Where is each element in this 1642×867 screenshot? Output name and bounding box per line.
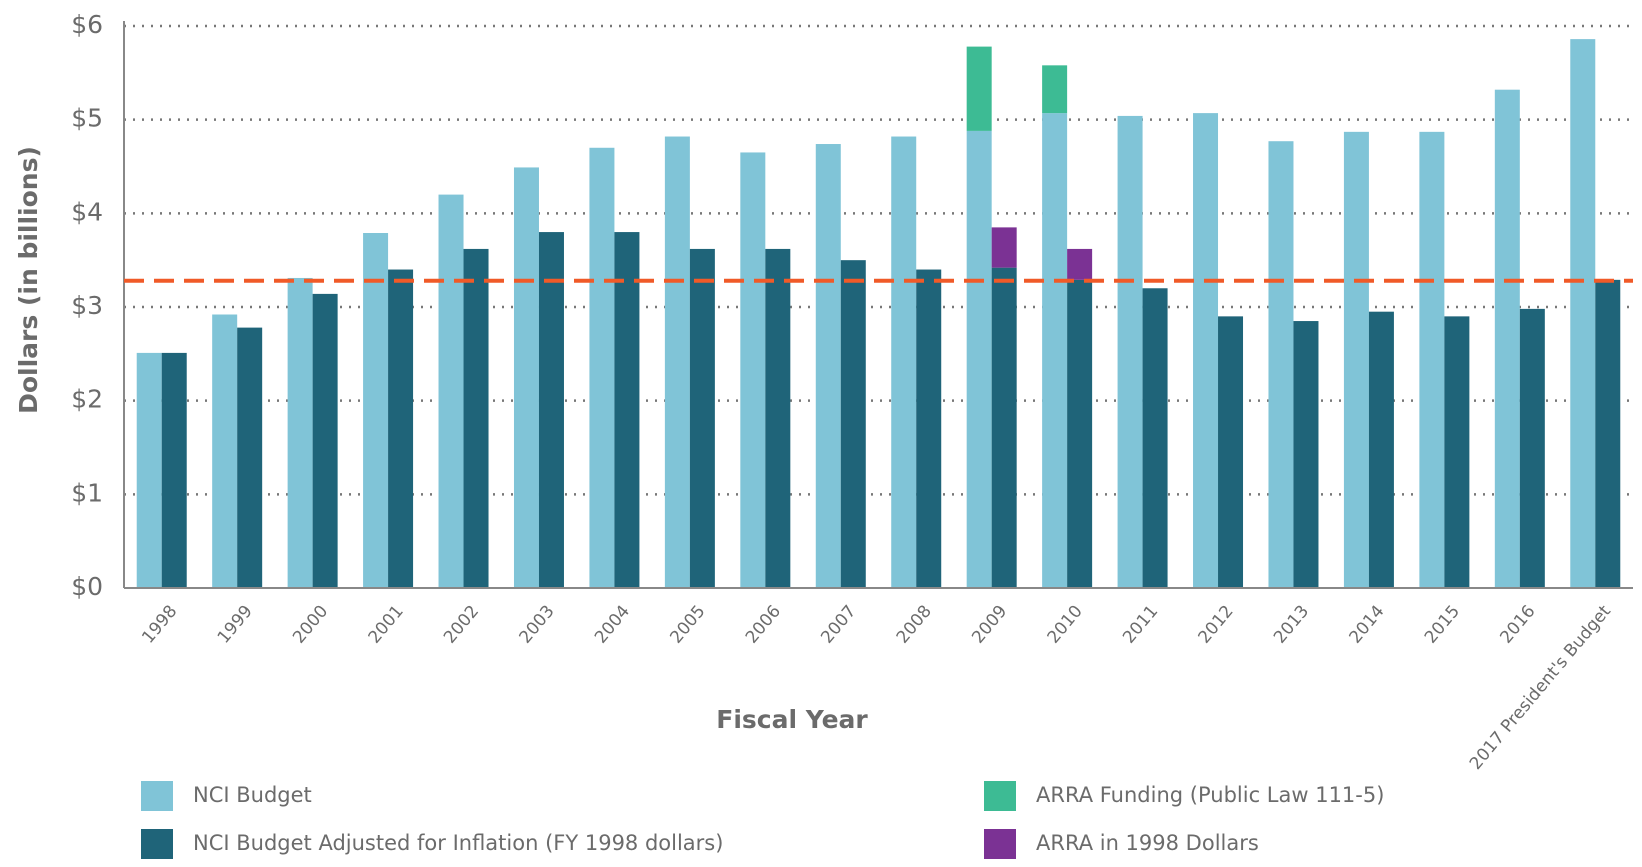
x-tick-label: 2014 bbox=[1345, 602, 1388, 648]
x-axis-title: Fiscal Year bbox=[716, 705, 868, 734]
x-tick-label: 1998 bbox=[138, 602, 181, 648]
legend-label: ARRA Funding (Public Law 111-5) bbox=[1036, 783, 1384, 807]
bar bbox=[664, 136, 690, 588]
x-tick-label: 2008 bbox=[893, 602, 936, 648]
y-tick-label: $2 bbox=[71, 385, 103, 414]
bar bbox=[689, 248, 715, 588]
legend-label: ARRA in 1998 Dollars bbox=[1036, 831, 1259, 855]
bar bbox=[840, 260, 866, 588]
x-tick-label: 2010 bbox=[1044, 602, 1087, 648]
bar bbox=[388, 269, 414, 588]
bar bbox=[212, 314, 238, 588]
bar bbox=[815, 144, 841, 588]
bar bbox=[740, 152, 766, 588]
legend-swatch bbox=[141, 829, 173, 859]
bar bbox=[513, 167, 539, 589]
x-tick-label: 2002 bbox=[440, 602, 483, 648]
bar bbox=[287, 277, 313, 588]
bar bbox=[237, 327, 263, 588]
y-tick-label: $5 bbox=[71, 104, 103, 133]
x-tick-label: 2001 bbox=[365, 602, 408, 648]
y-tick-label: $6 bbox=[71, 10, 103, 39]
y-axis-title: Dollars (in billions) bbox=[14, 146, 43, 414]
bar bbox=[438, 194, 464, 588]
bar bbox=[991, 267, 1017, 588]
x-tick-label: 2006 bbox=[742, 602, 785, 648]
x-tick-label: 2011 bbox=[1119, 602, 1162, 648]
bar bbox=[589, 147, 615, 588]
bar bbox=[966, 130, 992, 588]
bar bbox=[1142, 288, 1168, 588]
bar bbox=[136, 352, 162, 588]
legend-swatch bbox=[141, 781, 173, 811]
bar bbox=[363, 233, 389, 588]
x-tick-label: 2017 President's Budget bbox=[1466, 601, 1615, 773]
bar bbox=[614, 232, 640, 589]
bar bbox=[1494, 89, 1520, 589]
bar bbox=[1419, 131, 1445, 589]
bar bbox=[1343, 131, 1369, 589]
bar bbox=[1595, 279, 1621, 588]
bar bbox=[765, 248, 791, 588]
x-tick-label: 2003 bbox=[516, 602, 559, 648]
bar bbox=[1042, 113, 1068, 589]
bar bbox=[161, 352, 187, 588]
x-tick-label: 2016 bbox=[1496, 602, 1539, 648]
bar-stack bbox=[991, 227, 1017, 268]
legend-swatch bbox=[984, 781, 1016, 811]
x-tick-label: 2000 bbox=[289, 602, 332, 648]
bar-stack bbox=[1067, 248, 1093, 280]
legend-swatch bbox=[984, 829, 1016, 859]
bar bbox=[1293, 321, 1319, 588]
x-tick-label: 2015 bbox=[1421, 602, 1464, 648]
bar bbox=[463, 248, 489, 588]
bar bbox=[1268, 141, 1294, 588]
bar bbox=[1218, 316, 1244, 588]
y-tick-label: $3 bbox=[71, 291, 103, 320]
y-tick-label: $1 bbox=[71, 478, 103, 507]
bar bbox=[1117, 115, 1143, 589]
y-tick-label: $0 bbox=[71, 572, 103, 601]
bar bbox=[538, 232, 564, 589]
bar bbox=[1444, 316, 1470, 588]
x-tick-label: 1999 bbox=[214, 602, 257, 648]
x-tick-label: 2013 bbox=[1270, 602, 1313, 648]
bar bbox=[1067, 279, 1093, 588]
bar-stack bbox=[1042, 65, 1068, 114]
x-tick-label: 2004 bbox=[591, 602, 634, 648]
bar bbox=[1570, 39, 1596, 588]
bar bbox=[312, 293, 338, 588]
bar bbox=[891, 136, 917, 588]
bar bbox=[1368, 311, 1394, 588]
x-tick-label: 2012 bbox=[1195, 602, 1238, 648]
legend-label: NCI Budget bbox=[193, 783, 312, 807]
x-tick-label: 2009 bbox=[968, 602, 1011, 648]
bar-stack bbox=[966, 46, 992, 131]
bar bbox=[916, 269, 942, 588]
legend-label: NCI Budget Adjusted for Inflation (FY 19… bbox=[193, 831, 723, 855]
x-tick-label: 2007 bbox=[817, 602, 860, 648]
x-tick-label: 2005 bbox=[666, 602, 709, 648]
y-tick-label: $4 bbox=[71, 197, 103, 226]
bar bbox=[1193, 113, 1219, 589]
bar bbox=[1519, 308, 1545, 588]
